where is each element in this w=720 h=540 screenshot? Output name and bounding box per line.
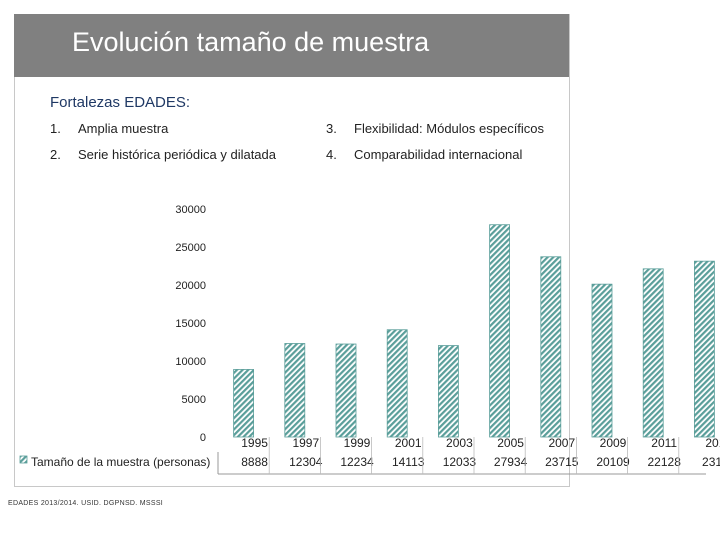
y-tick-label: 20000 bbox=[175, 280, 206, 292]
footer-source: EDADES 2013/2014. USID. DGPNSD. MSSSI bbox=[8, 500, 164, 507]
data-table: 1995 8888 1997 12304 1999 12234 2001 14113 2003 1… bbox=[19, 436, 720, 475]
bar-2007 bbox=[540, 256, 562, 438]
bar-2001 bbox=[386, 329, 408, 438]
strength-text: Comparabilidad internacional bbox=[354, 147, 523, 162]
data-table-value: 12033 bbox=[443, 455, 477, 469]
data-table-value: 27934 bbox=[494, 455, 528, 469]
frame-line-left bbox=[14, 77, 15, 486]
y-tick-label: 25000 bbox=[175, 242, 206, 254]
slide-title: Evolución tamaño de muestra bbox=[72, 27, 430, 57]
legend-swatch bbox=[19, 455, 28, 464]
y-axis-labels: 0 5000 10000 15000 20000 25000 30000 bbox=[175, 204, 206, 444]
data-table-value: 22128 bbox=[648, 455, 682, 469]
y-tick-label: 0 bbox=[200, 432, 206, 444]
bar-2005 bbox=[489, 224, 511, 438]
legend-series-name: Tamaño de la muestra (personas) bbox=[31, 455, 210, 469]
bar-2011 bbox=[642, 268, 664, 438]
frame-line-bottom bbox=[14, 486, 570, 487]
bar-2003 bbox=[437, 345, 459, 438]
x-category-label: 1995 bbox=[241, 436, 268, 450]
x-category-label: 2005 bbox=[497, 436, 524, 450]
strength-number: 4. bbox=[326, 147, 337, 162]
title-bar bbox=[14, 14, 570, 77]
bar-201 bbox=[694, 260, 715, 438]
strength-item-1: 1. Amplia muestra bbox=[50, 121, 168, 136]
y-tick-label: 30000 bbox=[175, 204, 206, 216]
strength-item-2: 2. Serie histórica periódica y dilatada bbox=[50, 147, 276, 162]
bar-1997 bbox=[284, 343, 306, 438]
bar-2009 bbox=[591, 283, 613, 438]
data-table-value: 12234 bbox=[340, 455, 374, 469]
y-tick-label: 15000 bbox=[175, 318, 206, 330]
x-category-label: 2011 bbox=[651, 436, 677, 450]
x-category-label: 2007 bbox=[548, 436, 575, 450]
y-tick-label: 5000 bbox=[182, 394, 206, 406]
bar-1995 bbox=[233, 369, 255, 438]
data-table-value: 12304 bbox=[289, 455, 323, 469]
strength-text: Flexibilidad: Módulos específicos bbox=[354, 121, 545, 136]
x-category-label: 1999 bbox=[344, 436, 371, 450]
x-category-label: 1997 bbox=[292, 436, 319, 450]
strength-number: 3. bbox=[326, 121, 337, 136]
x-category-label: 2001 bbox=[395, 436, 422, 450]
data-table-value: 20109 bbox=[596, 455, 630, 469]
strength-text: Serie histórica periódica y dilatada bbox=[78, 147, 276, 162]
strength-number: 1. bbox=[50, 121, 61, 136]
frame-line-right bbox=[569, 14, 570, 486]
strength-item-4: 4. Comparabilidad internacional bbox=[326, 147, 522, 162]
data-table-value: 23715 bbox=[545, 455, 579, 469]
data-table-value: 2313 bbox=[702, 455, 720, 469]
strengths-heading: Fortalezas EDADES: bbox=[50, 94, 191, 111]
data-table-value: 8888 bbox=[241, 455, 268, 469]
bar-1999 bbox=[335, 343, 357, 438]
bars bbox=[233, 224, 715, 438]
x-category-label: 2003 bbox=[446, 436, 473, 450]
x-category-label: 201 bbox=[705, 436, 720, 450]
x-category-label: 2009 bbox=[600, 436, 627, 450]
strength-item-3: 3. Flexibilidad: Módulos específicos bbox=[326, 121, 544, 136]
data-table-value: 14113 bbox=[392, 455, 425, 469]
strength-number: 2. bbox=[50, 147, 61, 162]
y-tick-label: 10000 bbox=[175, 356, 206, 368]
strength-text: Amplia muestra bbox=[78, 121, 169, 136]
